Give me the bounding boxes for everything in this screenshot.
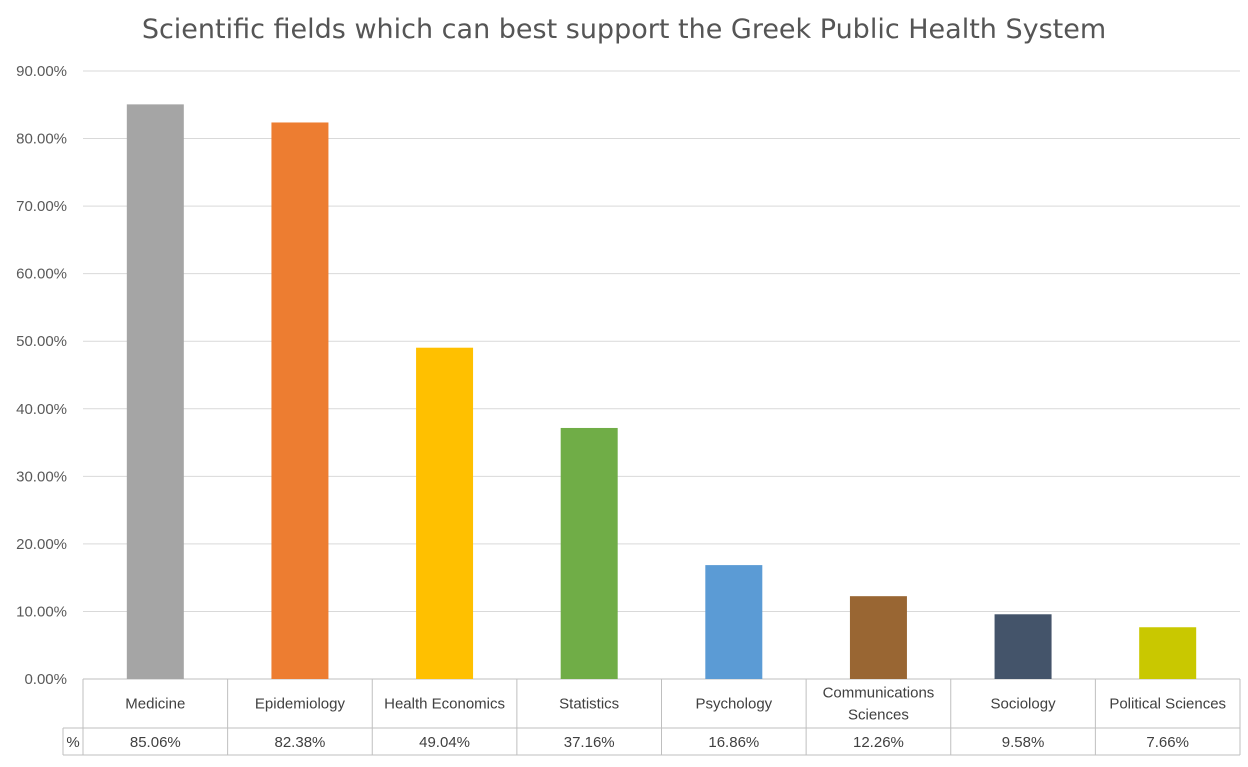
value-label: 7.66%: [1146, 734, 1189, 751]
bar: [126, 104, 184, 680]
value-label: 16.86%: [708, 734, 759, 751]
y-tick-label: 50.00%: [16, 333, 67, 350]
category-label: Communications: [823, 685, 935, 702]
y-tick-label: 90.00%: [16, 63, 67, 80]
y-tick-label: 80.00%: [16, 131, 67, 148]
y-tick-label: 60.00%: [16, 266, 67, 283]
category-label: Statistics: [559, 696, 619, 713]
bar: [705, 565, 763, 679]
category-label: Health Economics: [384, 696, 505, 713]
category-label: Political Sciences: [1109, 696, 1226, 713]
y-tick-label: 20.00%: [16, 536, 67, 553]
bar: [271, 122, 329, 679]
value-label: 82.38%: [275, 734, 326, 751]
category-label: Sociology: [991, 696, 1057, 713]
y-tick-label: 40.00%: [16, 401, 67, 418]
value-label: 12.26%: [853, 734, 904, 751]
category-label: Medicine: [125, 696, 185, 713]
value-label: 9.58%: [1002, 734, 1045, 751]
value-label: 85.06%: [130, 734, 181, 751]
value-label: 49.04%: [419, 734, 470, 751]
y-tick-label: 30.00%: [16, 468, 67, 485]
category-label: Sciences: [848, 707, 909, 724]
series-name-label: %: [66, 734, 79, 751]
bar: [1139, 627, 1197, 679]
bar: [560, 427, 618, 679]
chart-title: Scientific fields which can best support…: [141, 14, 1107, 45]
y-tick-label: 10.00%: [16, 603, 67, 620]
category-label: Epidemiology: [255, 696, 346, 713]
bar: [994, 614, 1052, 679]
value-label: 37.16%: [564, 734, 615, 751]
bar: [416, 347, 474, 679]
y-tick-label: 0.00%: [24, 671, 67, 688]
bar: [849, 596, 907, 679]
y-tick-label: 70.00%: [16, 198, 67, 215]
category-label: Psychology: [695, 696, 772, 713]
